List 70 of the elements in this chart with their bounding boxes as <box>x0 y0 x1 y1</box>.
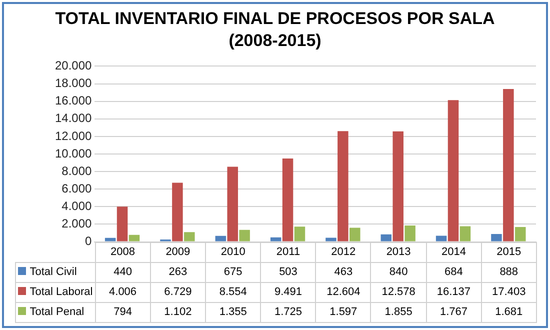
bar <box>392 131 404 242</box>
y-tick-label: 10.000 <box>55 146 92 160</box>
data-label: 888 <box>481 262 536 282</box>
bar <box>128 234 140 242</box>
data-label: 17.403 <box>481 282 536 302</box>
x-tick-label: 2010 <box>206 242 261 262</box>
data-label: 440 <box>95 262 150 282</box>
bar <box>350 228 360 242</box>
data-label: 503 <box>260 262 316 282</box>
data-label: 12.604 <box>316 282 371 302</box>
y-tick-label: 20.000 <box>55 58 92 73</box>
data-label: 1.855 <box>370 302 426 322</box>
data-label: 9.491 <box>260 282 316 302</box>
data-label: 1.597 <box>316 302 371 322</box>
x-tick-label: 2012 <box>316 242 371 262</box>
data-label: 463 <box>316 262 371 282</box>
y-tick-label: 6.000 <box>62 181 92 196</box>
data-label: 675 <box>206 262 261 282</box>
data-label: 1.767 <box>426 302 482 322</box>
data-label: 840 <box>370 262 426 282</box>
bar <box>215 236 226 242</box>
x-tick-label: 2014 <box>426 242 482 262</box>
legend-label: Total Civil <box>15 262 96 282</box>
data-label: 4.006 <box>95 282 150 302</box>
bar <box>514 227 526 242</box>
bar <box>239 230 250 242</box>
data-label: 12.578 <box>370 282 426 302</box>
data-label: 263 <box>150 262 206 282</box>
bar <box>184 232 195 242</box>
legend-label: Total Laboral <box>15 282 96 302</box>
bar <box>436 236 447 242</box>
bar <box>104 238 116 242</box>
data-label: 6.729 <box>150 282 206 302</box>
y-tick-label: 4.000 <box>62 198 92 213</box>
y-tick-label: 14.000 <box>55 111 92 126</box>
y-tick-label: 16.000 <box>55 94 92 108</box>
bar <box>294 226 306 242</box>
y-tick-label: 2.000 <box>62 216 92 231</box>
data-label: 16.137 <box>426 282 482 302</box>
x-tick-label: 2013 <box>370 242 426 262</box>
legend-label: Total Penal <box>15 302 96 322</box>
data-label: 684 <box>426 262 482 282</box>
x-tick-label: 2009 <box>150 242 206 262</box>
bar <box>404 226 416 242</box>
bar <box>116 206 128 242</box>
data-label: 8.554 <box>206 282 261 302</box>
bar <box>380 234 392 242</box>
y-tick-label: 0 <box>85 234 92 248</box>
bar <box>503 89 514 242</box>
data-label: 1.681 <box>481 302 536 322</box>
x-tick-label: 2011 <box>260 242 316 262</box>
bar <box>338 131 348 242</box>
y-tick-label: 12.000 <box>55 128 92 143</box>
bar <box>282 158 294 242</box>
bar <box>448 100 459 242</box>
bar <box>270 237 282 242</box>
bar <box>172 182 183 242</box>
bar <box>460 226 471 242</box>
chart-title: TOTAL INVENTARIO FINAL DE PROCESOS POR SALA (2008-2015) <box>55 8 495 52</box>
y-tick-label: 18.000 <box>55 76 92 90</box>
data-label: 1.355 <box>206 302 261 322</box>
data-label: 794 <box>95 302 150 322</box>
data-label: 1.102 <box>150 302 206 322</box>
y-tick-label: 8.000 <box>62 164 92 178</box>
bar <box>326 238 336 242</box>
data-label: 1.725 <box>260 302 316 322</box>
x-tick-label: 2008 <box>95 242 150 262</box>
bar <box>491 234 502 242</box>
bar <box>227 166 238 242</box>
x-tick-label: 2015 <box>481 242 536 262</box>
